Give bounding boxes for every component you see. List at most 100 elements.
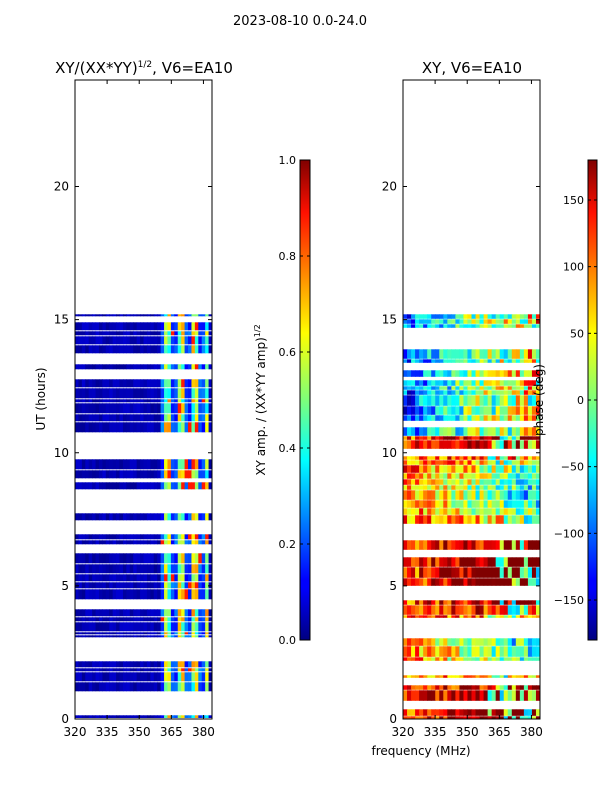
heatmap-cell — [487, 440, 493, 449]
heatmap-cell — [188, 403, 193, 414]
heatmap-cell — [191, 422, 196, 433]
heatmap-cell — [92, 609, 97, 617]
heatmap-cell — [447, 465, 452, 473]
heatmap-cell — [177, 553, 182, 564]
heatmap-cell — [85, 715, 90, 718]
heatmap-cell — [531, 600, 537, 605]
heatmap-cell — [191, 322, 196, 331]
heatmap-cell — [459, 638, 465, 646]
heatmap-cell — [150, 682, 155, 692]
heatmap-cell — [184, 574, 189, 582]
heatmap-cell — [75, 314, 80, 317]
heatmap-cell — [78, 414, 83, 422]
heatmap-cell — [167, 635, 172, 638]
heatmap-cell — [109, 661, 114, 668]
heatmap-cell — [503, 490, 509, 500]
heatmap-cell — [455, 638, 461, 646]
heatmap-cell — [519, 540, 525, 550]
heatmap-cell — [85, 574, 90, 582]
heatmap-cell — [503, 465, 509, 473]
heatmap-cell — [507, 395, 513, 406]
heatmap-cell — [177, 513, 182, 521]
heatmap-cell — [411, 370, 416, 377]
heatmap-cell — [439, 490, 444, 500]
heatmap-cell — [479, 540, 485, 550]
heatmap-cell — [431, 319, 436, 324]
heatmap-cell — [531, 359, 537, 363]
heatmap-cell — [419, 690, 424, 701]
heatmap-cell — [208, 422, 212, 433]
heatmap-cell — [467, 578, 473, 586]
heatmap-cell — [105, 617, 110, 622]
heatmap-cell — [205, 661, 210, 668]
heatmap-cell — [201, 632, 206, 635]
heatmap-cell — [491, 638, 497, 646]
heatmap-cell — [95, 682, 100, 692]
heatmap-cell — [174, 635, 179, 638]
heatmap-cell — [459, 460, 465, 465]
heatmap-cell — [415, 427, 420, 436]
heatmap-cell — [191, 589, 196, 600]
heatmap-cell — [98, 540, 103, 545]
heatmap-cell — [191, 682, 196, 692]
heatmap-cell — [467, 436, 473, 440]
heatmap-cell — [507, 406, 513, 415]
heatmap-cell — [112, 609, 117, 617]
heatmap-cell — [411, 600, 416, 605]
heatmap-cell — [419, 436, 424, 440]
heatmap-cell — [146, 661, 151, 668]
heatmap-cell — [126, 322, 131, 331]
heatmap-cell — [95, 322, 100, 331]
heatmap-cell — [471, 657, 477, 661]
heatmap-cell — [439, 456, 444, 460]
heatmap-cell — [459, 646, 465, 657]
heatmap-cell — [467, 646, 473, 657]
heatmap-cell — [427, 395, 432, 406]
heatmap-cell — [431, 465, 436, 473]
heatmap-cell — [119, 682, 124, 692]
heatmap-cell — [495, 500, 501, 508]
heatmap-cell — [122, 336, 127, 345]
heatmap-cell — [487, 615, 493, 618]
heatmap-cell — [431, 716, 436, 719]
heatmap-cell — [487, 500, 493, 508]
heatmap-cell — [92, 668, 97, 672]
heatmap-cell — [184, 470, 189, 479]
heatmap-cell — [126, 459, 131, 470]
heatmap-cell — [531, 473, 537, 479]
heatmap-cell — [475, 490, 481, 500]
heatmap-cell — [455, 657, 461, 661]
heatmap-cell — [499, 578, 505, 586]
heatmap-cell — [119, 459, 124, 470]
heatmap-cell — [150, 422, 155, 433]
heatmap-cell — [407, 709, 412, 716]
heatmap-cell — [157, 682, 162, 692]
heatmap-cell — [523, 324, 529, 328]
heatmap-cell — [479, 557, 485, 567]
heatmap-cell — [427, 440, 432, 449]
heatmap-cell — [411, 380, 416, 386]
heatmap-cell — [170, 617, 175, 622]
heatmap-cell — [164, 609, 169, 617]
heatmap-cell — [491, 456, 497, 460]
heatmap-cell — [164, 632, 169, 635]
heatmap-cell — [116, 336, 121, 345]
heatmap-cell — [153, 422, 158, 433]
heatmap-cell — [503, 473, 509, 479]
heatmap-cell — [81, 470, 86, 479]
heatmap-cell — [140, 564, 145, 574]
heatmap-cell — [491, 359, 497, 363]
heatmap-cell — [463, 386, 469, 390]
heatmap-cell — [511, 479, 517, 485]
heatmap-cell — [519, 324, 525, 328]
heatmap-cell — [535, 460, 540, 465]
heatmap-cell — [419, 675, 424, 678]
heatmap-cell — [515, 605, 521, 615]
heatmap-cell — [439, 440, 444, 449]
heatmap-cell — [78, 482, 83, 490]
heatmap-cell — [535, 657, 540, 661]
heatmap-cell — [451, 349, 456, 359]
heatmap-cell — [116, 574, 121, 582]
heatmap-cell — [126, 564, 131, 574]
heatmap-cell — [140, 322, 145, 331]
